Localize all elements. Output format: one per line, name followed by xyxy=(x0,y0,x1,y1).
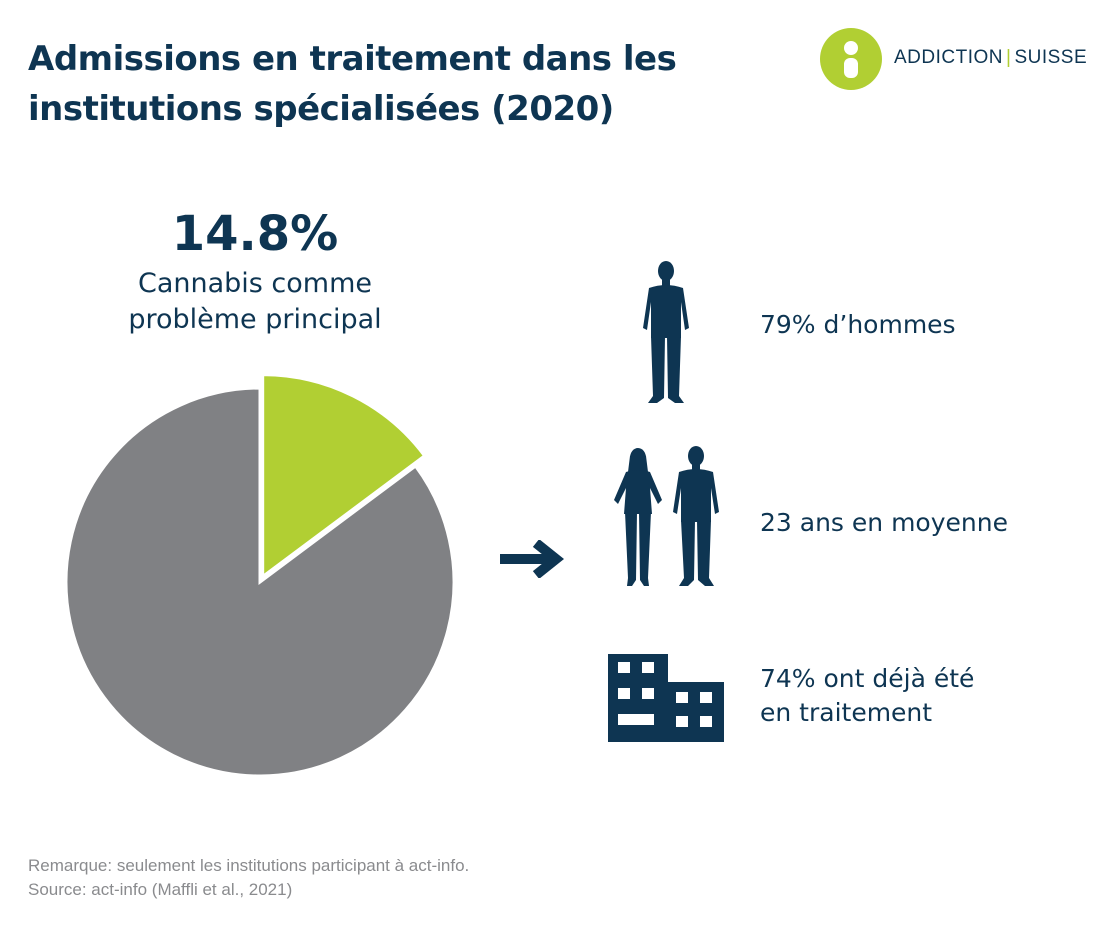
addiction-suisse-logo: ADDICTION | SUISSE xyxy=(820,28,1090,90)
logo-word-2: SUISSE xyxy=(1014,47,1088,68)
page-title: Admissions en traitement dans les instit… xyxy=(28,34,788,134)
stat-previous-treatment-line-2: en traitement xyxy=(760,698,933,727)
highlight-caption-line-1: Cannabis comme xyxy=(137,268,373,299)
stat-previous-treatment: 74% ont déjà été en traitement xyxy=(760,662,974,730)
building-icon xyxy=(608,654,724,742)
arrow-right-icon xyxy=(500,540,565,578)
highlight-value: 14.8% xyxy=(171,206,339,262)
addiction-suisse-logo-icon xyxy=(820,28,882,90)
title-line-1: Admissions en traitement dans les xyxy=(28,39,677,79)
logo-separator: | xyxy=(1006,47,1012,68)
stat-age: 23 ans en moyenne xyxy=(760,506,1008,540)
man-silhouette-icon xyxy=(643,261,689,403)
stat-men-text: 79% d’hommes xyxy=(760,310,956,339)
footer-note: Remarque: seulement les institutions par… xyxy=(28,856,470,875)
title-line-2: institutions spécialisées (2020) xyxy=(28,89,614,129)
woman-and-man-silhouette-icon xyxy=(614,446,719,586)
pie-slice-1 xyxy=(64,386,456,778)
pie-slice-0 xyxy=(261,373,427,580)
logo-word-1: ADDICTION xyxy=(894,47,1003,68)
stat-previous-treatment-line-1: 74% ont déjà été xyxy=(760,664,975,693)
highlight-caption: Cannabis comme problème principal xyxy=(100,266,410,338)
stat-age-text: 23 ans en moyenne xyxy=(760,508,1008,537)
footer-source: Source: act-info (Maffli et al., 2021) xyxy=(28,880,293,899)
logo-text: ADDICTION | SUISSE xyxy=(894,47,1087,69)
footer: Remarque: seulement les institutions par… xyxy=(28,854,469,902)
highlight-caption-line-2: problème principal xyxy=(128,304,382,335)
stat-men: 79% d’hommes xyxy=(760,308,956,342)
